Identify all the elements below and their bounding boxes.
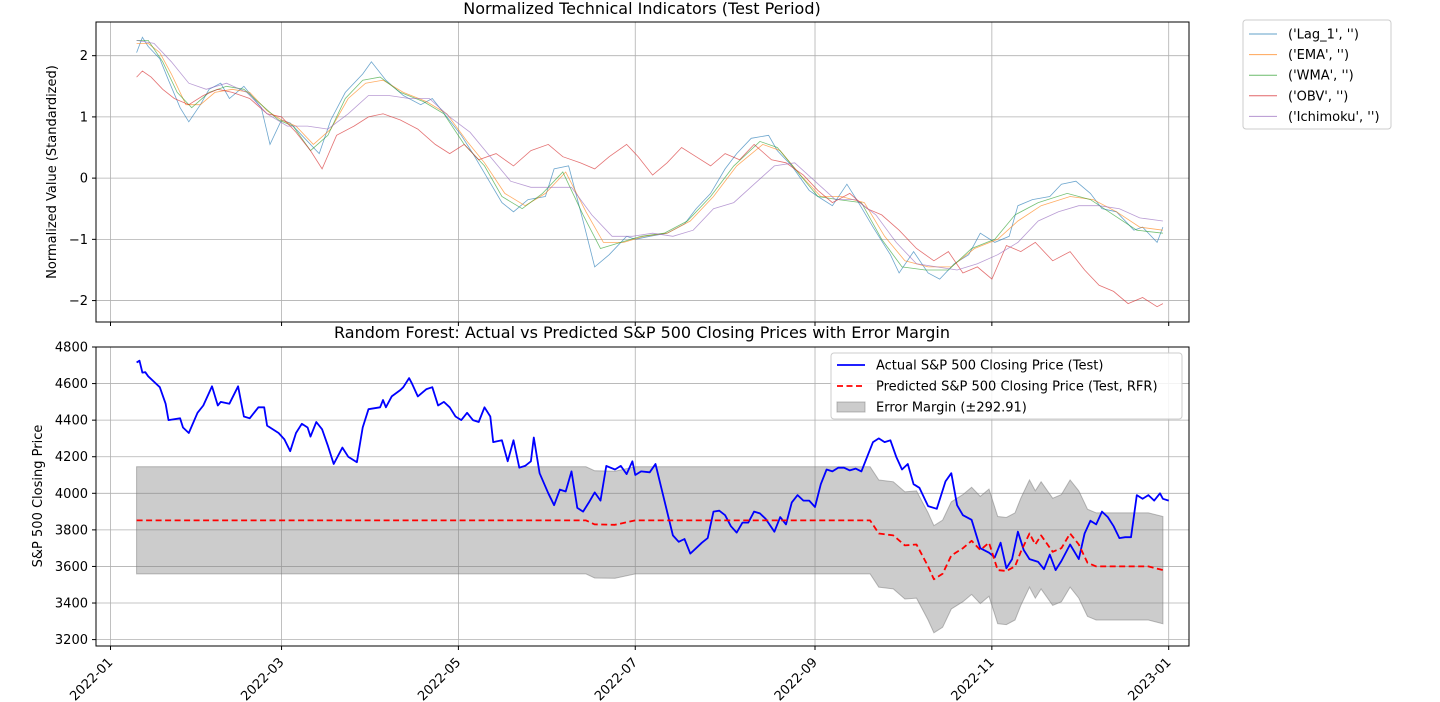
y-tick-label: 4800 (55, 341, 88, 356)
series-line-wma (136, 40, 1163, 271)
indicators-x-ticks (109, 322, 1170, 326)
y-tick-label: 4000 (55, 487, 88, 502)
indicators-chart: 2 1 0 −1 −2 Normalized Technical Indicators … (45, 0, 1392, 326)
legend-label: ('Lag_1', '') (1288, 28, 1359, 43)
indicators-series (136, 36, 1164, 308)
y-tick-label: −1 (69, 233, 88, 248)
y-tick-label: 4600 (55, 377, 88, 392)
y-tick-label: −2 (69, 294, 88, 309)
series-line-obv (136, 70, 1164, 308)
indicators-y-ticks: 2 1 0 −1 −2 (69, 49, 96, 309)
legend-label: Predicted S&P 500 Closing Price (Test, R… (876, 380, 1158, 395)
y-tick-label: 0 (80, 172, 88, 187)
indicators-legend-box (1242, 19, 1392, 130)
forest-plot-frame (95, 346, 1190, 647)
forest-y-label: S&P 500 Closing Price (31, 425, 46, 568)
legend-label: ('Ichimoku', '') (1288, 110, 1380, 125)
forest-legend: Actual S&P 500 Closing Price (Test) Predi… (830, 352, 1183, 420)
indicators-title: Normalized Technical Indicators (Test Pe… (463, 0, 820, 18)
forest-legend-box (830, 352, 1183, 420)
indicators-y-label: Normalized Value (Standardized) (45, 65, 60, 279)
error-margin-band (136, 466, 1164, 634)
y-tick-label: 2 (80, 49, 88, 64)
y-tick-label: 4400 (55, 414, 88, 429)
y-tick-label: 3600 (55, 560, 88, 575)
legend-label: Error Margin (±292.91) (876, 401, 1027, 416)
y-tick-label: 3200 (55, 633, 88, 648)
series-line-actual-s-p-500-closing-price-test (136, 359, 1169, 571)
indicators-legend: ('Lag_1', '') ('EMA', '') ('WMA', '') ('OBV… (1242, 19, 1392, 130)
legend-label: Actual S&P 500 Closing Price (Test) (876, 359, 1103, 374)
forest-y-ticks: 3200 3400 3600 3800 4000 4200 4400 4600 4800 (55, 341, 96, 648)
indicators-grid (96, 22, 1189, 322)
series-line-ichimoku (136, 40, 1163, 271)
series-line-predicted-s-p-500-closing-price-test-rfr (136, 519, 1164, 581)
forest-series (136, 359, 1169, 581)
indicators-plot-frame (95, 21, 1190, 323)
forest-title: Random Forest: Actual vs Predicted S&P 5… (334, 323, 950, 342)
legend-label: ('EMA', '') (1288, 48, 1349, 63)
legend-swatch (836, 401, 866, 413)
legend-label: ('WMA', '') (1288, 69, 1354, 84)
legend-label: ('OBV', '') (1288, 89, 1348, 104)
y-tick-label: 4200 (55, 450, 88, 465)
series-line-lag-1 (136, 36, 1164, 280)
y-tick-label: 1 (80, 110, 88, 125)
y-tick-label: 3800 (55, 523, 88, 538)
y-tick-label: 3400 (55, 597, 88, 612)
